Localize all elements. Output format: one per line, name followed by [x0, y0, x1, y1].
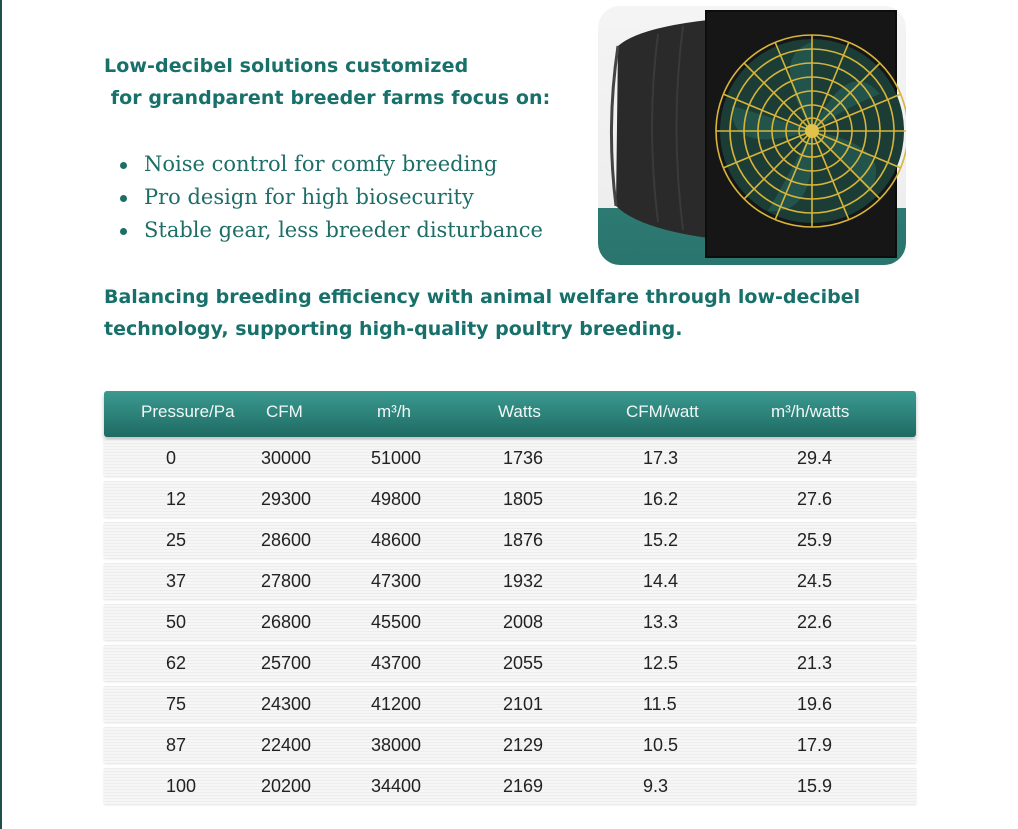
summary-text: Balancing breeding efficiency with anima…: [104, 281, 904, 345]
table-cell: 26800: [261, 612, 312, 632]
table-cell: 2169: [503, 776, 544, 796]
table-cell: 43700: [371, 653, 422, 673]
table-body: 0 30000 51000 1736 17.3 29.4 12 29300 49…: [104, 440, 916, 804]
table-cell: 2055: [503, 653, 544, 673]
column-header: m³/h: [377, 402, 411, 421]
table-cell: 12: [166, 489, 187, 509]
table-cell: 34400: [371, 776, 422, 796]
table-cell: 1876: [503, 530, 544, 550]
table-cell: 25700: [261, 653, 312, 673]
table-cell: 30000: [261, 448, 312, 468]
table-cell: 45500: [371, 612, 422, 632]
table-cell: 12.5: [643, 653, 679, 673]
table-cell: 49800: [371, 489, 422, 509]
table-cell: 24.5: [797, 571, 833, 591]
table-header: Pressure/Pa CFM m³/h Watts CFM/watt m³/h…: [104, 391, 916, 437]
table-cell: 15.9: [797, 776, 833, 796]
performance-table: Pressure/Pa CFM m³/h Watts CFM/watt m³/h…: [104, 391, 916, 804]
table-cell: 0: [166, 448, 177, 468]
table-cell: 37: [166, 571, 187, 591]
table-cell: 25.9: [797, 530, 833, 550]
table-row: 12 29300 49800 1805 16.2 27.6: [104, 481, 916, 517]
table-row: 87 22400 38000 2129 10.5 17.9: [104, 727, 916, 763]
table-cell: 41200: [371, 694, 422, 714]
table-cell: 87: [166, 735, 187, 755]
table-cell: 100: [166, 776, 197, 796]
feature-item: Stable gear, less breeder disturbance: [118, 214, 543, 247]
table-row: 25 28600 48600 1876 15.2 25.9: [104, 522, 916, 558]
table-cell: 15.2: [643, 530, 679, 550]
table-cell: 2101: [503, 694, 544, 714]
table-cell: 75: [166, 694, 187, 714]
feature-list: Noise control for comfy breeding Pro des…: [118, 148, 543, 247]
table-cell: 13.3: [643, 612, 679, 632]
table-cell: 11.5: [643, 694, 677, 714]
table-cell: 20200: [261, 776, 312, 796]
table-row: 100 20200 34400 2169 9.3 15.9: [104, 768, 916, 804]
table-cell: 17.3: [643, 448, 679, 468]
table-cell: 2129: [503, 735, 544, 755]
product-image: [598, 6, 906, 265]
table-cell: 1805: [503, 489, 544, 509]
left-border: [0, 0, 2, 829]
table-cell: 47300: [371, 571, 422, 591]
table-row: 62 25700 43700 2055 12.5 21.3: [104, 645, 916, 681]
table-cell: 48600: [371, 530, 422, 550]
table-cell: 22400: [261, 735, 312, 755]
column-header: CFM/watt: [626, 402, 699, 421]
table-cell: 10.5: [643, 735, 679, 755]
table-row: 37 27800 47300 1932 14.4 24.5: [104, 563, 916, 599]
table-cell: 21.3: [797, 653, 833, 673]
intro-heading: Low-decibel solutions customized for gra…: [104, 50, 584, 114]
table-cell: 1736: [503, 448, 544, 468]
table-cell: 29.4: [797, 448, 833, 468]
table-cell: 17.9: [797, 735, 833, 755]
intro-line: for grandparent breeder farms focus on:: [104, 87, 551, 109]
table-cell: 62: [166, 653, 187, 673]
intro-line: Low-decibel solutions customized: [104, 55, 469, 77]
table-cell: 50: [166, 612, 187, 632]
column-header: Pressure/Pa: [141, 402, 235, 421]
feature-item: Noise control for comfy breeding: [118, 148, 543, 181]
table-cell: 24300: [261, 694, 312, 714]
summary-line: technology, supporting high-quality poul…: [104, 318, 683, 340]
table-cell: 14.4: [643, 571, 679, 591]
table-cell: 16.2: [643, 489, 679, 509]
table-cell: 9.3: [643, 776, 669, 796]
table-cell: 22.6: [797, 612, 833, 632]
table-cell: 19.6: [797, 694, 833, 714]
table-cell: 2008: [503, 612, 544, 632]
exhaust-fan-icon: [609, 10, 906, 258]
table-cell: 51000: [371, 448, 422, 468]
table-cell: 27.6: [797, 489, 833, 509]
table-cell: 1932: [503, 571, 544, 591]
table-cell: 27800: [261, 571, 312, 591]
table-row: 75 24300 41200 2101 11.5 19.6: [104, 686, 916, 722]
table-cell: 29300: [261, 489, 312, 509]
column-header: CFM: [266, 402, 303, 421]
table-row: 0 30000 51000 1736 17.3 29.4: [104, 440, 916, 476]
table-cell: 38000: [371, 735, 422, 755]
summary-line: Balancing breeding efficiency with anima…: [104, 286, 861, 308]
column-header: Watts: [498, 402, 541, 421]
feature-item: Pro design for high biosecurity: [118, 181, 543, 214]
table-row: 50 26800 45500 2008 13.3 22.6: [104, 604, 916, 640]
table-cell: 28600: [261, 530, 312, 550]
column-header: m³/h/watts: [771, 402, 850, 421]
table-cell: 25: [166, 530, 187, 550]
